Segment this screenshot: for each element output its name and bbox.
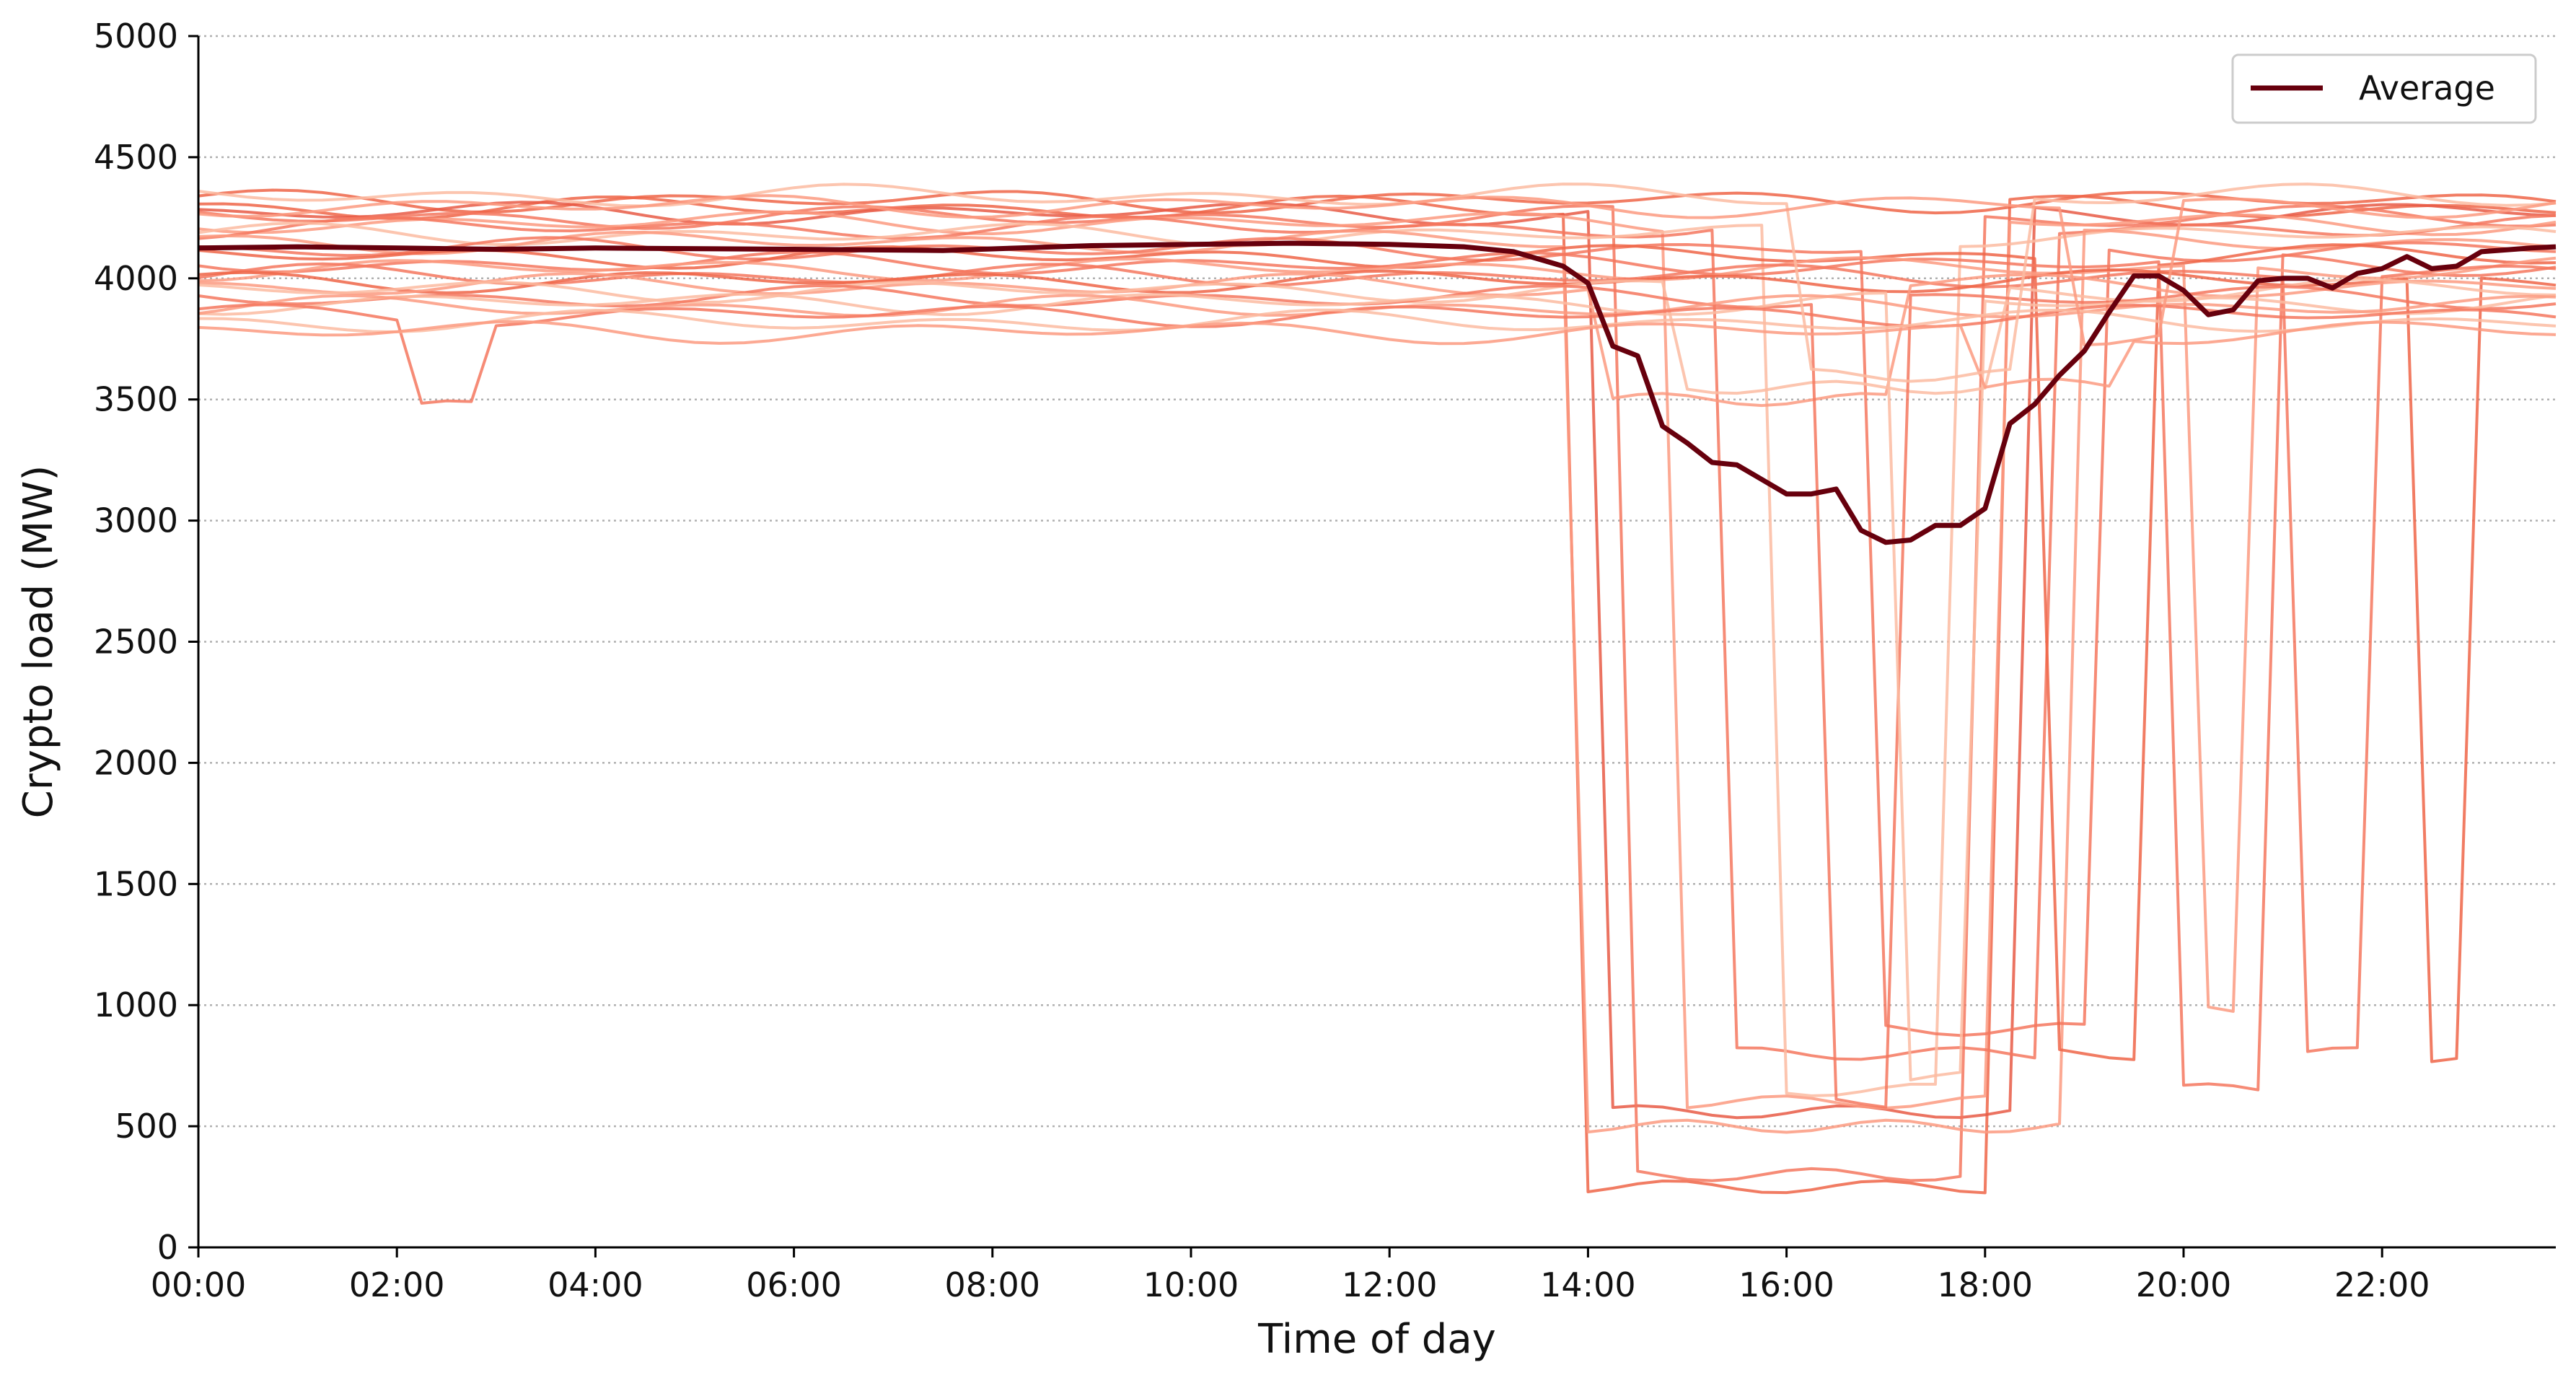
x-tick-label: 16:00 [1738,1265,1834,1304]
legend: Average [2231,53,2537,124]
daily-load-line [198,308,2557,333]
x-tick-label: 06:00 [746,1265,842,1304]
daily-load-line [198,278,2557,395]
y-tick-label: 5000 [94,17,178,56]
daily-load-line [198,210,2557,1110]
y-tick-label: 1000 [94,985,178,1024]
x-tick-label: 00:00 [151,1265,247,1304]
x-tick-label: 14:00 [1540,1265,1636,1304]
daily-load-line [198,284,2557,1109]
x-tick-label: 18:00 [1938,1265,2034,1304]
grid-lines [198,35,2556,1249]
daily-load-line [198,243,2557,1061]
x-tick-label: 08:00 [945,1265,1041,1304]
x-tick-label: 12:00 [1342,1265,1438,1304]
y-tick-label: 2000 [94,743,178,782]
daily-load-line [198,268,2557,1063]
average-line [198,240,2557,545]
daily-load-line [198,250,2557,1092]
y-axis-title: Crypto load (MW) [15,465,62,819]
legend-label-average: Average [2359,69,2495,107]
y-tick-label: 4500 [94,138,178,177]
daily-load-line [198,229,2557,1134]
average-line-group [198,240,2557,545]
daily-load-line [198,256,2557,1013]
y-tick-label: 4000 [94,259,178,298]
daily-load-line [198,262,2557,1053]
x-tick-label: 20:00 [2136,1265,2232,1304]
daily-load-line [198,221,2557,1097]
x-tick-label: 04:00 [548,1265,643,1304]
axis-labels: 0 500 1000 1500 2000 2500 3000 3500 4000 4500 5000… [94,17,2430,1304]
y-tick-label: 2500 [94,623,178,662]
axes [188,35,2556,1257]
daily-load-line [198,236,2557,1037]
y-tick-label: 3500 [94,380,178,419]
x-axis-title: Time of day [1257,1316,1496,1363]
daily-load-line [198,272,2557,408]
x-tick-label: 22:00 [2334,1265,2430,1304]
daily-load-line [198,194,2557,1195]
daily-load-line [198,214,2557,1061]
x-tick-label: 02:00 [349,1265,445,1304]
y-tick-label: 0 [157,1228,178,1267]
daily-load-line [198,303,2557,405]
y-tick-label: 1500 [94,864,178,903]
x-tick-label: 10:00 [1143,1265,1239,1304]
daily-load-line [198,204,2557,1182]
daily-load-line [198,320,2557,389]
daily-load-lines [198,183,2557,1195]
legend-box [2231,53,2537,124]
daily-load-line [198,183,2557,383]
y-tick-label: 500 [115,1107,178,1146]
daily-load-line [198,201,2557,1120]
daily-load-line [198,194,2557,347]
y-tick-label: 3000 [94,501,178,540]
daily-load-line [198,291,2557,1081]
